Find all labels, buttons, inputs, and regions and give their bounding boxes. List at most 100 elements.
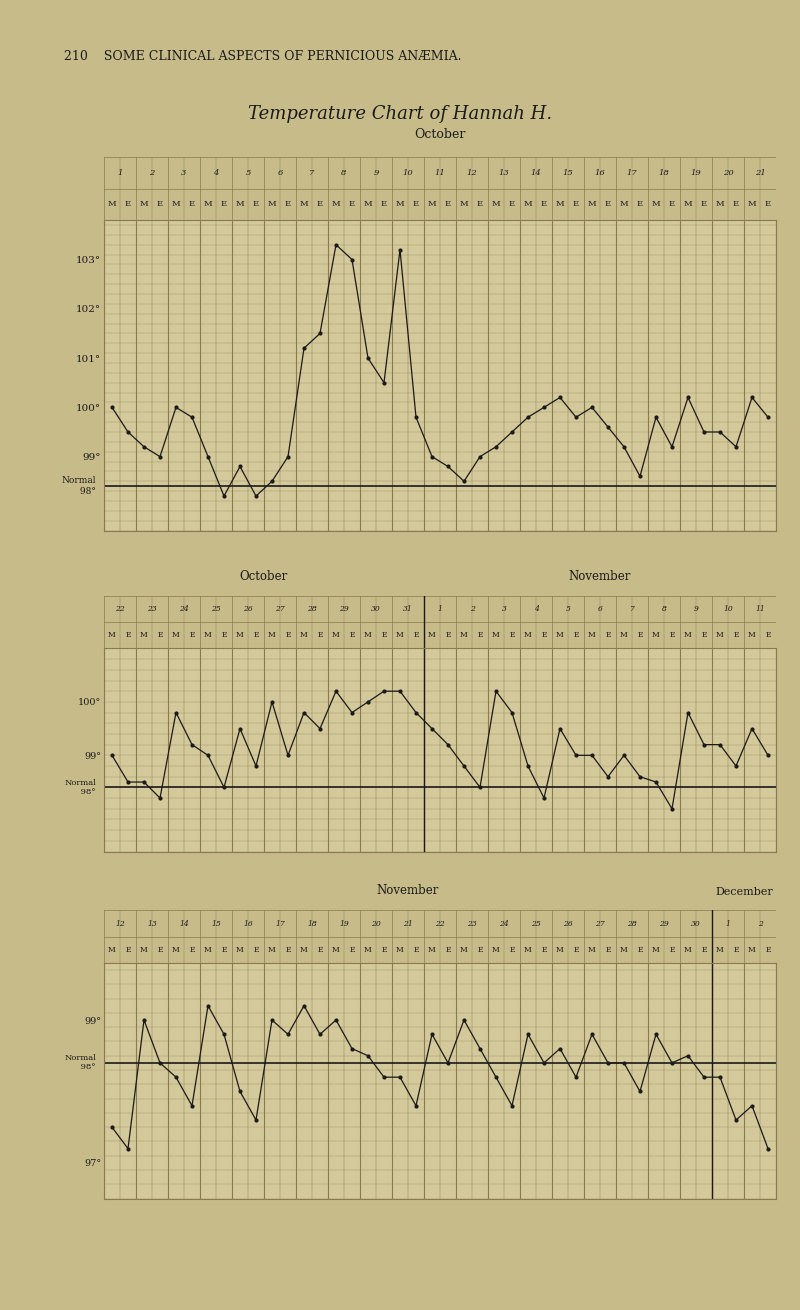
Text: M: M: [268, 200, 276, 208]
Text: M: M: [108, 946, 116, 954]
Text: E: E: [221, 200, 227, 208]
Text: M: M: [748, 200, 756, 208]
Text: M: M: [748, 631, 756, 639]
Text: October: October: [240, 570, 288, 583]
Text: 25: 25: [531, 920, 541, 927]
Text: M: M: [108, 631, 116, 639]
Text: 31: 31: [403, 605, 413, 613]
Text: E: E: [445, 200, 451, 208]
Text: M: M: [364, 631, 372, 639]
Text: E: E: [350, 631, 354, 639]
Text: M: M: [492, 946, 500, 954]
Text: E: E: [126, 946, 130, 954]
Text: E: E: [158, 946, 162, 954]
Text: E: E: [382, 946, 386, 954]
Text: 7: 7: [630, 605, 634, 613]
Text: 17: 17: [626, 169, 638, 177]
Text: 17: 17: [275, 920, 285, 927]
Text: E: E: [638, 631, 642, 639]
Text: M: M: [300, 631, 308, 639]
Text: E: E: [190, 946, 194, 954]
Text: E: E: [734, 631, 738, 639]
Text: M: M: [204, 200, 212, 208]
Text: 2: 2: [758, 920, 762, 927]
Text: M: M: [140, 631, 148, 639]
Text: M: M: [172, 946, 180, 954]
Text: M: M: [460, 946, 468, 954]
Text: November: November: [569, 570, 631, 583]
Text: M: M: [460, 631, 468, 639]
Text: M: M: [684, 631, 692, 639]
Text: E: E: [253, 200, 259, 208]
Text: 8: 8: [342, 169, 346, 177]
Text: 23: 23: [147, 605, 157, 613]
Text: M: M: [524, 946, 532, 954]
Text: E: E: [478, 946, 482, 954]
Text: E: E: [317, 200, 323, 208]
Text: E: E: [766, 631, 770, 639]
Text: M: M: [716, 631, 724, 639]
Text: E: E: [286, 946, 290, 954]
Text: M: M: [140, 200, 148, 208]
Text: 3: 3: [182, 169, 186, 177]
Text: M: M: [108, 200, 116, 208]
Text: M: M: [428, 946, 436, 954]
Text: M: M: [172, 200, 180, 208]
Text: 1: 1: [118, 169, 122, 177]
Text: M: M: [268, 946, 276, 954]
Text: E: E: [286, 631, 290, 639]
Text: 20: 20: [722, 169, 734, 177]
Text: 7: 7: [310, 169, 314, 177]
Text: E: E: [477, 200, 483, 208]
Text: E: E: [509, 200, 515, 208]
Text: M: M: [300, 200, 308, 208]
Text: M: M: [492, 200, 500, 208]
Text: 18: 18: [658, 169, 670, 177]
Text: 14: 14: [179, 920, 189, 927]
Text: November: November: [377, 884, 439, 897]
Text: 8: 8: [662, 605, 666, 613]
Text: E: E: [414, 631, 418, 639]
Text: E: E: [510, 946, 514, 954]
Text: M: M: [652, 946, 660, 954]
Text: 9: 9: [694, 605, 698, 613]
Text: Normal
 98°: Normal 98°: [64, 778, 96, 796]
Text: E: E: [638, 946, 642, 954]
Text: 19: 19: [690, 169, 702, 177]
Text: 24: 24: [179, 605, 189, 613]
Text: 22: 22: [115, 605, 125, 613]
Text: 26: 26: [243, 605, 253, 613]
Text: M: M: [204, 946, 212, 954]
Text: E: E: [254, 946, 258, 954]
Text: E: E: [606, 946, 610, 954]
Text: E: E: [381, 200, 387, 208]
Text: E: E: [670, 631, 674, 639]
Text: M: M: [332, 946, 340, 954]
Text: 20: 20: [371, 920, 381, 927]
Text: 10: 10: [723, 605, 733, 613]
Text: E: E: [605, 200, 611, 208]
Text: M: M: [684, 200, 692, 208]
Text: E: E: [542, 946, 546, 954]
Text: M: M: [172, 631, 180, 639]
Text: M: M: [140, 946, 148, 954]
Text: 11: 11: [434, 169, 446, 177]
Text: M: M: [652, 631, 660, 639]
Text: E: E: [766, 946, 770, 954]
Text: M: M: [332, 200, 340, 208]
Text: 15: 15: [211, 920, 221, 927]
Text: E: E: [318, 631, 322, 639]
Text: M: M: [236, 631, 244, 639]
Text: 27: 27: [275, 605, 285, 613]
Text: December: December: [715, 887, 773, 897]
Text: 30: 30: [371, 605, 381, 613]
Text: 2: 2: [470, 605, 474, 613]
Text: 30: 30: [691, 920, 701, 927]
Text: Normal
 98°: Normal 98°: [64, 1055, 96, 1072]
Text: 5: 5: [566, 605, 570, 613]
Text: 24: 24: [499, 920, 509, 927]
Text: 16: 16: [594, 169, 606, 177]
Text: E: E: [222, 631, 226, 639]
Text: M: M: [716, 946, 724, 954]
Text: E: E: [157, 200, 163, 208]
